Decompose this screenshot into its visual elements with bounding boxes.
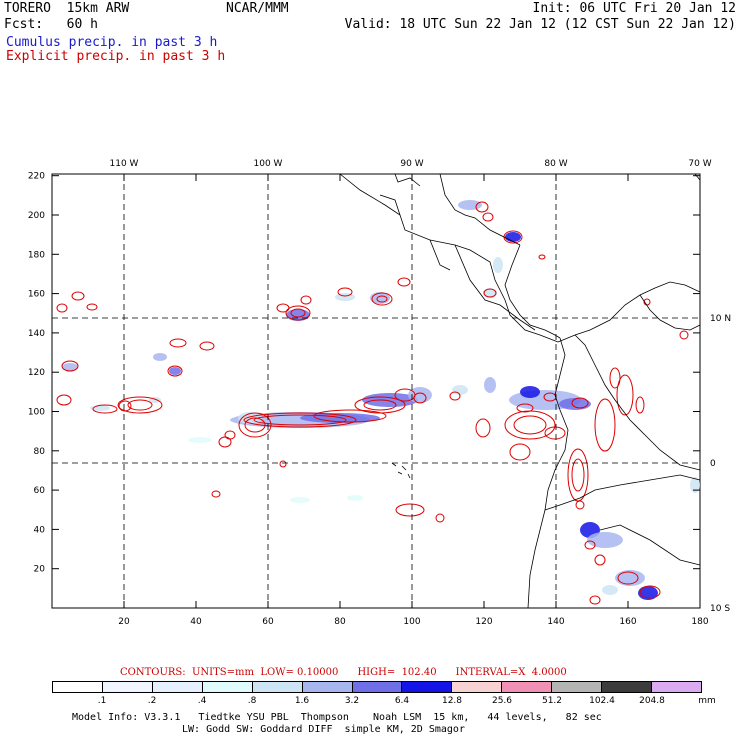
latitude-label: 10 N [710, 314, 731, 324]
colorbar-label: 102.4 [589, 696, 615, 706]
y-tick-label: 180 [28, 250, 45, 260]
colorbar-cell [451, 682, 502, 692]
longitude-label: 70 W [688, 159, 711, 169]
model-info-line1: Model Info: V3.3.1 Tiedtke YSU PBL Thomp… [72, 712, 602, 723]
contour-info: CONTOURS: UNITS=mm LOW= 0.10000 HIGH= 10… [120, 667, 567, 678]
model-info-line2: LW: Godd SW: Goddard DIFF simple KM, 2D … [182, 724, 465, 735]
colorbar-cell [551, 682, 602, 692]
x-tick-label: 20 [118, 617, 130, 627]
colorbar-cell [401, 682, 452, 692]
colorbar [52, 681, 702, 693]
x-tick-label: 180 [691, 617, 708, 627]
y-tick-label: 20 [34, 565, 46, 575]
y-tick-label: 100 [28, 408, 45, 418]
field-label-cumulus: Cumulus precip. in past 3 h [6, 35, 218, 50]
colorbar-cell [301, 682, 352, 692]
y-tick-label: 140 [28, 329, 45, 339]
precipitation-map: 2040608010012014016018020022024026028030… [28, 159, 731, 627]
latitude-label: 10 S [710, 604, 730, 614]
longitude-label: 90 W [400, 159, 423, 169]
colorbar-label: 25.6 [491, 696, 513, 706]
y-axis-ticks: 20 40 60 80 100 120 140 160 180 200 220 [28, 172, 700, 575]
colorbar-cell [251, 682, 302, 692]
colorbar-cell [501, 682, 552, 692]
valid-time: Valid: 18 UTC Sun 22 Jan 12 (12 CST Sun … [344, 17, 736, 32]
x-axis-ticks: 2040608010012014016018020022024026028030… [118, 174, 709, 627]
longitude-labels: 110 W 100 W 90 W 80 W 70 W [110, 159, 712, 169]
colorbar-label: .2 [147, 696, 157, 706]
field-label-explicit: Explicit precip. in past 3 h [6, 49, 226, 64]
y-tick-label: 80 [34, 447, 46, 457]
x-tick-label: 40 [190, 617, 202, 627]
x-tick-label: 160 [619, 617, 636, 627]
x-tick-label: 120 [475, 617, 492, 627]
y-tick-label: 160 [28, 290, 45, 300]
x-tick-label: 140 [547, 617, 564, 627]
colorbar-cell [351, 682, 402, 692]
colorbar-cell [101, 682, 152, 692]
x-tick-label: 80 [334, 617, 346, 627]
init-time: Init: 06 UTC Fri 20 Jan 12 [532, 1, 737, 16]
colorbar-cell [151, 682, 202, 692]
explicit-precip-contours [56, 201, 689, 605]
latitude-labels: 10 N 0 10 S [710, 314, 731, 614]
colorbar-cell [651, 682, 701, 692]
colorbar-label: .1 [97, 696, 107, 706]
forecast-hour: Fcst: 60 h [4, 17, 98, 32]
y-tick-label: 40 [34, 525, 46, 535]
colorbar-units: mm [698, 696, 716, 706]
colorbar-cell [201, 682, 252, 692]
coastlines [339, 173, 701, 609]
organization-label: NCAR/MMM [226, 1, 289, 16]
latitude-label: 0 [710, 459, 716, 469]
longitude-label: 100 W [254, 159, 283, 169]
y-tick-label: 120 [28, 368, 45, 378]
colorbar-label: 204.8 [639, 696, 665, 706]
colorbar-label: 6.4 [394, 696, 410, 706]
model-title: TORERO 15km ARW [4, 1, 130, 16]
colorbar-label: 12.8 [441, 696, 463, 706]
colorbar-labels: .1 .2 .4 .8 1.6 3.2 6.4 12.8 25.6 51.2 102.4 204.8 [52, 696, 702, 708]
colorbar-label: 1.6 [294, 696, 310, 706]
y-tick-label: 60 [34, 486, 46, 496]
colorbar-label: .4 [197, 696, 207, 706]
y-tick-label: 220 [28, 172, 45, 182]
x-tick-label: 60 [262, 617, 274, 627]
longitude-label: 110 W [110, 159, 139, 169]
colorbar-cell [601, 682, 652, 692]
y-tick-label: 200 [28, 211, 45, 221]
colorbar-label: 51.2 [541, 696, 563, 706]
colorbar-label: .8 [247, 696, 257, 706]
lat-lon-grid [52, 174, 700, 608]
x-tick-label: 100 [403, 617, 420, 627]
colorbar-cell [53, 682, 102, 692]
colorbar-label: 3.2 [344, 696, 360, 706]
longitude-label: 80 W [544, 159, 567, 169]
